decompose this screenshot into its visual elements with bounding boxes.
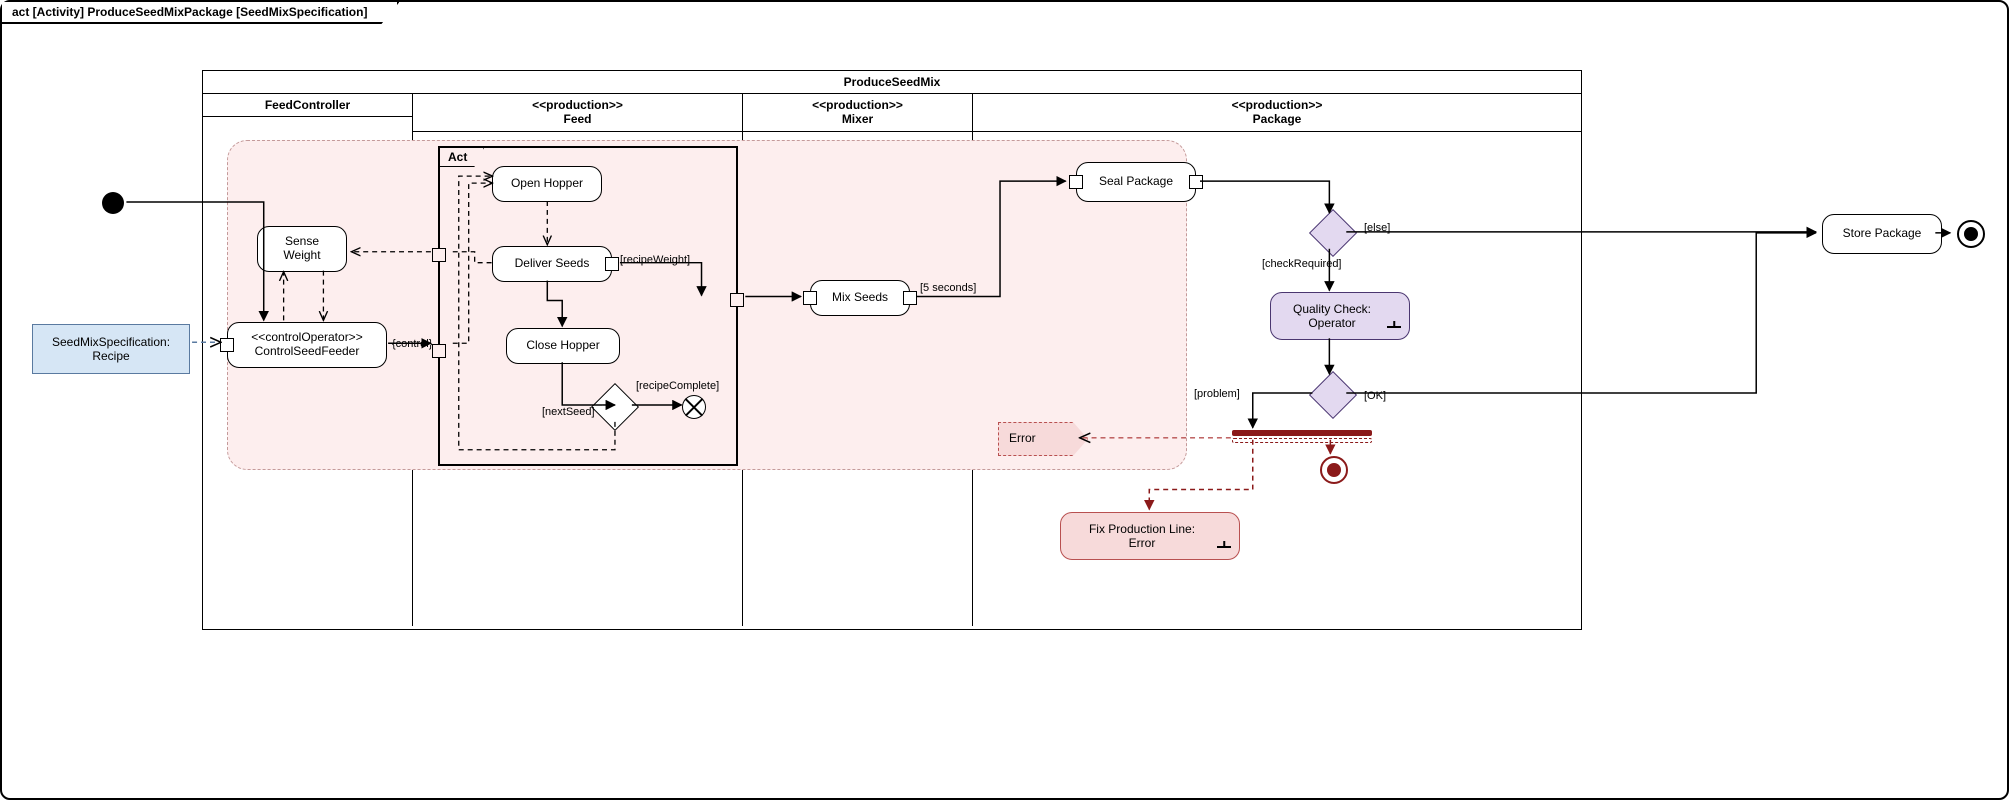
frame-label: act [Activity] ProduceSeedMixPackage [Se… [2, 2, 399, 24]
stereotype: <<production>> [973, 98, 1581, 112]
activity-quality-check: Quality Check: Operator [1270, 292, 1410, 340]
activity-store-package: Store Package [1822, 214, 1942, 254]
activity-fix-production-line: Fix Production Line: Error [1060, 512, 1240, 560]
guard-else: [else] [1364, 222, 1390, 234]
object-node-recipe: SeedMixSpecification: Recipe [32, 324, 190, 374]
activity-mix-seeds: Mix Seeds [810, 280, 910, 316]
pin-out [903, 291, 917, 305]
col-header: <<production>> Mixer [743, 94, 972, 132]
label: Open Hopper [511, 177, 583, 191]
activity-final [1957, 220, 1985, 248]
flow-final [682, 395, 706, 419]
activity-sense-weight: Sense Weight [257, 226, 347, 272]
activity-close-hopper: Close Hopper [506, 328, 620, 364]
label: Quality Check: Operator [1293, 302, 1371, 330]
guard-check-required: [checkRequired] [1262, 258, 1342, 270]
activity-open-hopper: Open Hopper [492, 166, 602, 202]
stereotype: <<production>> [743, 98, 972, 112]
fork-bar-dashed [1232, 438, 1372, 443]
guard-five-seconds: [5 seconds] [920, 282, 976, 294]
fork-bar [1232, 430, 1372, 436]
pin-out [1189, 175, 1203, 189]
rake-icon [1217, 541, 1231, 553]
flow-final-error [1320, 456, 1348, 484]
guard-control: {control} [392, 338, 432, 350]
label: Seal Package [1099, 175, 1173, 189]
label: <<controlOperator>> ControlSeedFeeder [251, 331, 362, 359]
signal-error: Error [998, 422, 1088, 456]
pin-out [730, 293, 744, 307]
swimlane-title: ProduceSeedMix [203, 71, 1581, 94]
guard-problem: [problem] [1194, 388, 1240, 400]
col-header-text: Package [973, 112, 1581, 126]
label: Fix Production Line: Error [1089, 522, 1195, 550]
col-header-text: Feed [413, 112, 742, 126]
guard-next-seed: [nextSeed] [542, 406, 595, 418]
col-header: FeedController [203, 94, 412, 117]
pin-weight [432, 248, 446, 262]
label: Sense Weight [283, 235, 320, 263]
label: Mix Seeds [832, 291, 888, 305]
rake-icon [1387, 321, 1401, 333]
label: Deliver Seeds [515, 257, 590, 271]
col-header: <<production>> Package [973, 94, 1581, 132]
col-header-text: FeedController [203, 98, 412, 112]
guard-recipe-complete: [recipeComplete] [636, 380, 719, 392]
activity-deliver-seeds: Deliver Seeds [492, 246, 612, 282]
struct-tab: Act [439, 147, 484, 167]
col-header-text: Mixer [743, 112, 972, 126]
activity-control-seed-feeder: <<controlOperator>> ControlSeedFeeder [227, 322, 387, 368]
pin-control [432, 344, 446, 358]
activity-seal-package: Seal Package [1076, 162, 1196, 202]
pin-in [803, 291, 817, 305]
pin-in [220, 338, 234, 352]
pin-in [1069, 175, 1083, 189]
guard-recipe-weight: [recipeWeight] [620, 254, 690, 266]
initial-node [102, 192, 124, 214]
activity-frame: act [Activity] ProduceSeedMixPackage [Se… [0, 0, 2009, 800]
stereotype: <<production>> [413, 98, 742, 112]
label: Error [1009, 431, 1036, 445]
label: Store Package [1843, 227, 1922, 241]
pin-out [605, 257, 619, 271]
col-header: <<production>> Feed [413, 94, 742, 132]
label: Close Hopper [526, 339, 599, 353]
guard-ok: [OK] [1364, 390, 1386, 402]
